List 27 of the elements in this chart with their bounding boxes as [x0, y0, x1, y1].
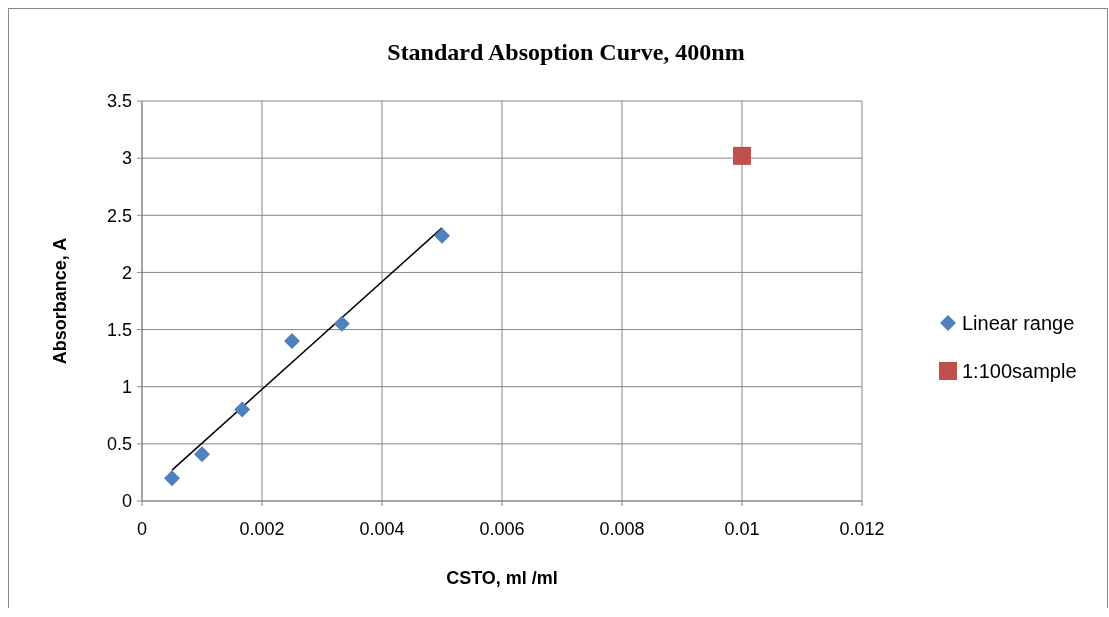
- point: [284, 333, 300, 349]
- legend-label: Linear range: [962, 312, 1075, 334]
- point: [194, 446, 210, 463]
- x-axis-title: CSTO, ml /ml: [446, 568, 558, 588]
- y-tick-label: 1: [121, 377, 132, 398]
- point: [434, 227, 450, 244]
- y-tick-label: 2: [121, 262, 132, 283]
- y-tick-label: 3: [121, 148, 132, 169]
- point: [164, 470, 180, 487]
- x-tick-label: 0.01: [724, 519, 760, 539]
- y-tick-label: 3.5: [106, 91, 132, 112]
- x-tick-label: 0: [136, 519, 148, 539]
- point: [234, 401, 251, 418]
- y-tick-label: 1.5: [106, 319, 132, 340]
- x-tick-label: 0.012: [839, 519, 885, 539]
- chart-title: Standard Absoption Curve, 400nm: [387, 39, 745, 65]
- y-tick-label: 0.5: [106, 434, 132, 455]
- x-tick-label: 0.004: [359, 519, 405, 539]
- x-tick-label: 0.006: [479, 519, 525, 539]
- legend-label: 1:100sample: [962, 360, 1077, 382]
- y-axis-title: Absorbance, A: [50, 237, 70, 365]
- x-tick-label: 0.008: [599, 519, 645, 539]
- y-tick-label: 0: [121, 491, 132, 512]
- y-tick-label: 2.5: [106, 205, 132, 226]
- point: [333, 315, 350, 332]
- point: [733, 146, 751, 165]
- x-tick-label: 0.002: [239, 519, 285, 539]
